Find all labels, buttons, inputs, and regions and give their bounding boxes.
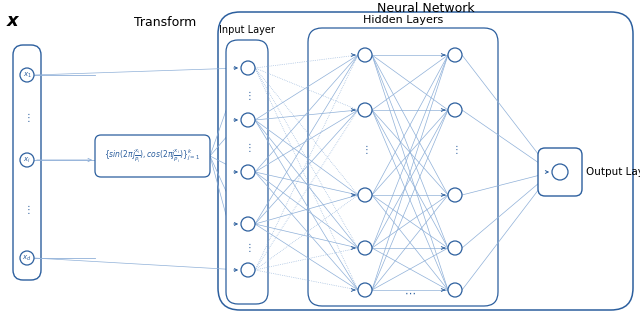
FancyBboxPatch shape [95,135,210,177]
Text: Output Layer: Output Layer [586,167,640,177]
Text: Hidden Layers: Hidden Layers [363,15,443,25]
Circle shape [358,48,372,62]
FancyBboxPatch shape [226,40,268,304]
Text: $\boldsymbol{x}$: $\boldsymbol{x}$ [6,13,20,31]
Text: Neural Network: Neural Network [377,2,474,14]
Text: $\vdots$: $\vdots$ [23,204,31,217]
Circle shape [241,113,255,127]
Circle shape [20,251,34,265]
Circle shape [448,103,462,117]
Text: Transform: Transform [134,16,196,28]
Text: $\vdots$: $\vdots$ [244,88,252,101]
Circle shape [358,241,372,255]
FancyBboxPatch shape [13,45,41,280]
Text: $\vdots$: $\vdots$ [451,144,459,157]
Text: $\cdots$: $\cdots$ [404,288,416,298]
Text: $\vdots$: $\vdots$ [362,144,369,157]
Text: $x_i$: $x_i$ [23,155,31,165]
Circle shape [241,217,255,231]
Text: Input Layer: Input Layer [219,25,275,35]
Circle shape [241,263,255,277]
Circle shape [241,165,255,179]
Circle shape [448,48,462,62]
Circle shape [448,188,462,202]
Text: $\{sin(2\pi j\frac{x_i}{P_i}), cos(2\pi j\frac{x_i}{P_i})\}_{j=1}^k$: $\{sin(2\pi j\frac{x_i}{P_i}), cos(2\pi … [104,147,200,165]
FancyBboxPatch shape [218,12,633,310]
FancyBboxPatch shape [308,28,498,306]
Text: $\vdots$: $\vdots$ [244,142,252,154]
FancyBboxPatch shape [538,148,582,196]
Circle shape [20,153,34,167]
Circle shape [448,283,462,297]
Circle shape [241,61,255,75]
Circle shape [358,103,372,117]
Circle shape [358,188,372,202]
Circle shape [552,164,568,180]
Text: $\vdots$: $\vdots$ [23,112,31,124]
Circle shape [358,283,372,297]
Text: $\vdots$: $\vdots$ [244,241,252,255]
Text: $x_1$: $x_1$ [22,70,31,80]
Circle shape [448,241,462,255]
Text: $x_d$: $x_d$ [22,253,32,263]
Circle shape [20,68,34,82]
